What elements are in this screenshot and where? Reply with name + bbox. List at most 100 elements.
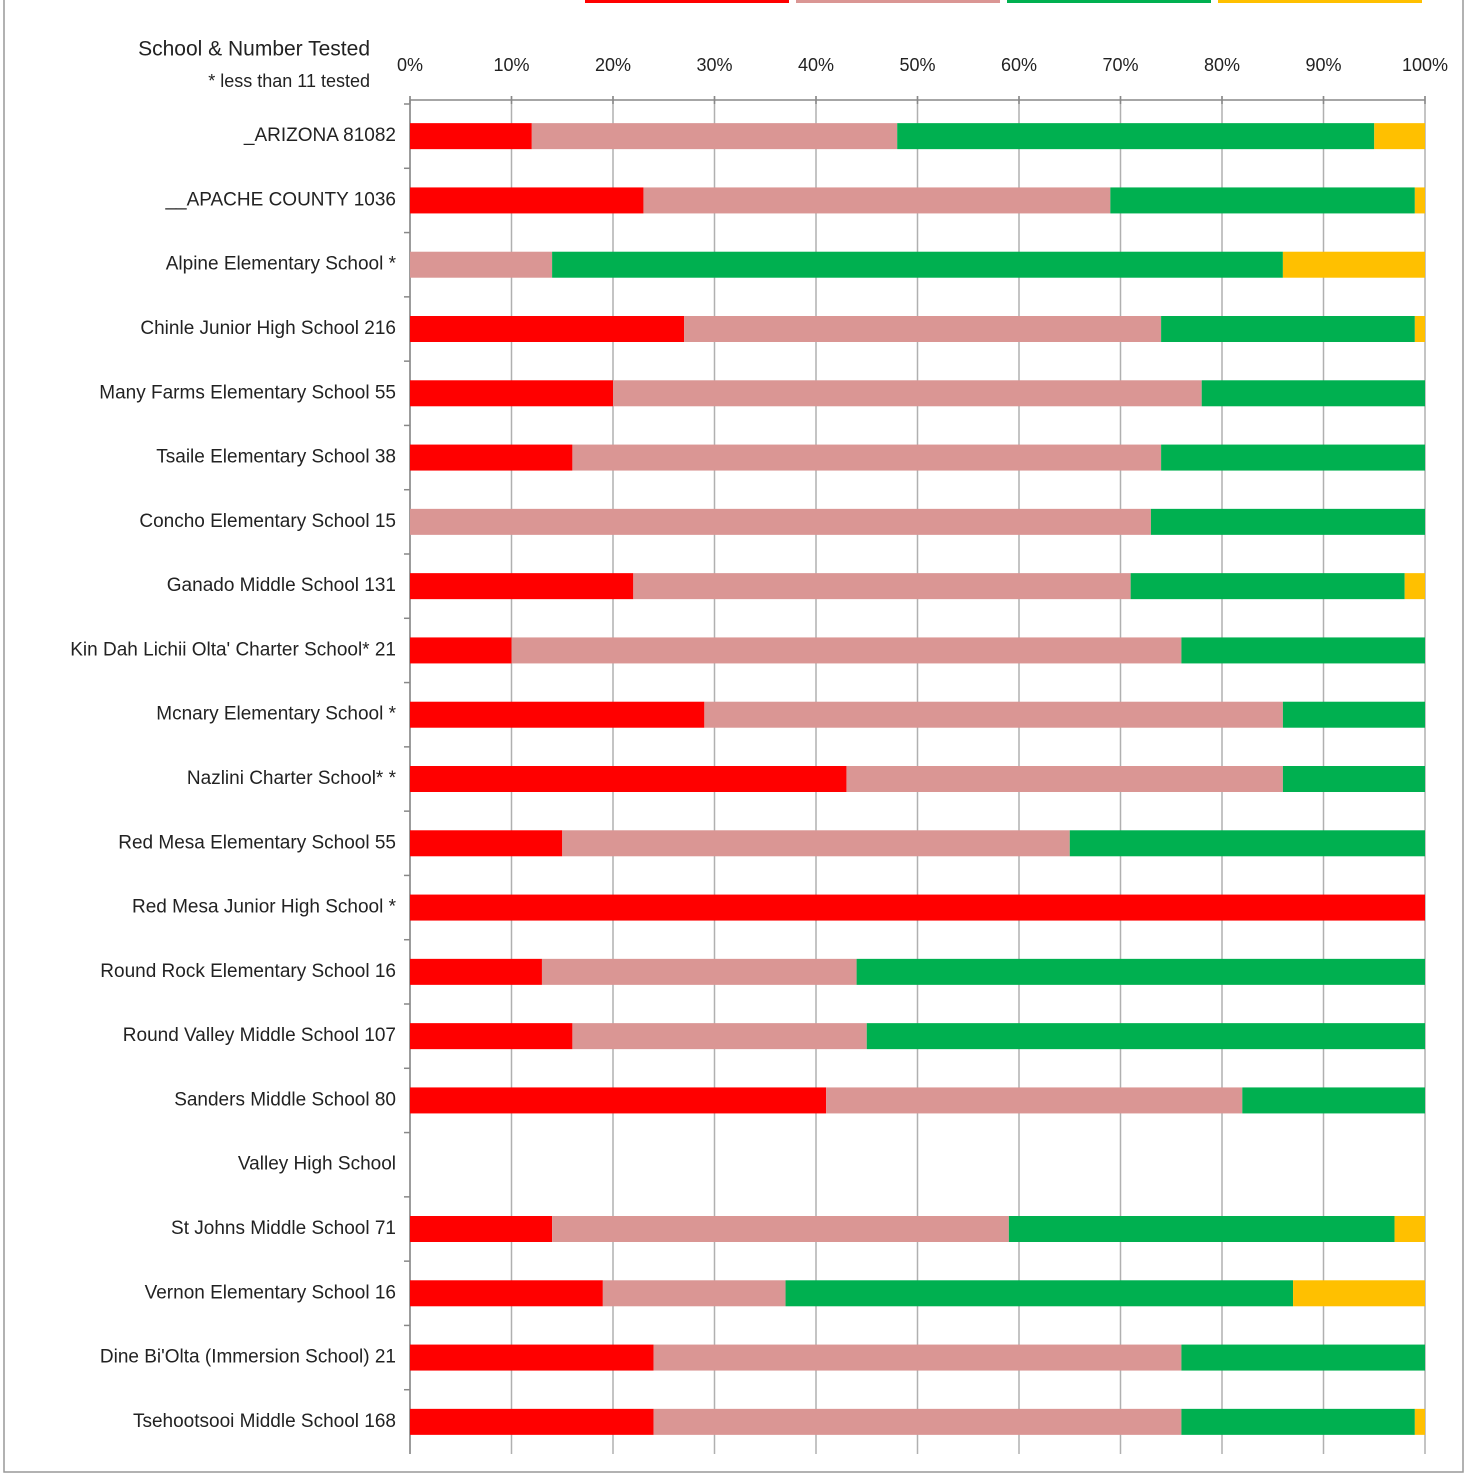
bar-segment — [410, 1087, 827, 1114]
bar-segment — [1161, 444, 1425, 471]
legend-swatch — [1007, 0, 1211, 3]
bar-segment — [1181, 637, 1425, 664]
bar-segment — [410, 123, 532, 150]
bar-segment — [643, 187, 1111, 214]
bar-segment — [410, 380, 613, 407]
bar-segment — [1201, 380, 1425, 407]
bar-segment — [410, 444, 573, 471]
x-tick-label: 70% — [1102, 55, 1138, 75]
x-tick-label: 80% — [1204, 55, 1240, 75]
y-tick-label: Alpine Elementary School * — [166, 254, 397, 275]
bar-segment — [897, 123, 1375, 150]
bar-segment — [866, 1023, 1425, 1050]
bar-segment — [410, 894, 1425, 921]
bar-segment — [785, 1280, 1294, 1307]
y-tick-label: Tsehootsooi Middle School 168 — [133, 1411, 396, 1432]
x-tick-label: 90% — [1305, 55, 1341, 75]
bar-segment — [1008, 1216, 1395, 1242]
y-tick-label: Tsaile Elementary School 38 — [156, 447, 396, 468]
bar-segment — [410, 187, 644, 214]
bar-segment — [1150, 508, 1425, 535]
x-tick-label: 100% — [1402, 55, 1448, 75]
y-tick-label: Sanders Middle School 80 — [174, 1089, 396, 1110]
bar-segment — [410, 637, 512, 664]
y-tick-label: _ARIZONA 81082 — [243, 125, 396, 146]
bar-segment — [410, 573, 634, 600]
bar-segment — [1394, 1216, 1425, 1242]
bar-segment — [1404, 573, 1425, 600]
bar-segment — [410, 1280, 603, 1307]
bar-segment — [1181, 1344, 1425, 1371]
bar-segment — [1242, 1087, 1425, 1114]
bar-segment — [1293, 1280, 1425, 1307]
bar-segment — [410, 316, 685, 342]
x-tick-label: 10% — [493, 55, 529, 75]
y-tick-label: Nazlini Charter School* * — [187, 768, 397, 789]
bar-segment — [1282, 766, 1425, 792]
bar-segment — [410, 251, 553, 278]
bar-segment — [541, 958, 857, 985]
bar-segment — [1414, 316, 1425, 342]
x-tick-label: 0% — [397, 55, 423, 75]
bar-segment — [633, 573, 1131, 600]
bar-segment — [653, 1344, 1182, 1371]
x-tick-label: 50% — [899, 55, 935, 75]
bar-segment — [572, 444, 1162, 471]
bar-segment — [562, 830, 1070, 857]
x-tick-label: 20% — [595, 55, 631, 75]
x-tick-label: 40% — [798, 55, 834, 75]
bar-segment — [410, 508, 1151, 535]
y-tick-label: Round Rock Elementary School 16 — [100, 961, 396, 982]
bar-segment — [511, 637, 1182, 664]
bar-segment — [410, 1344, 654, 1371]
legend-swatch — [1218, 0, 1422, 3]
y-tick-label: Many Farms Elementary School 55 — [99, 382, 396, 403]
bar-segment — [1282, 251, 1425, 278]
bar-segment — [552, 1216, 1009, 1242]
bar-segment — [410, 766, 847, 792]
bar-segment — [1414, 187, 1425, 214]
bar-segment — [410, 958, 542, 985]
bar-segment — [1181, 1408, 1415, 1435]
bar-segment — [1110, 187, 1415, 214]
y-tick-label: Round Valley Middle School 107 — [123, 1025, 396, 1046]
bar-segment — [410, 830, 563, 857]
chart-title: School & Number Tested — [138, 38, 370, 61]
y-tick-label: Valley High School — [238, 1154, 396, 1175]
y-tick-label: Mcnary Elementary School * — [156, 704, 396, 725]
bar-segment — [704, 701, 1283, 728]
bar-segment — [1414, 1408, 1425, 1435]
y-tick-label: Concho Elementary School 15 — [139, 511, 396, 532]
y-tick-label: Red Mesa Elementary School 55 — [118, 832, 396, 853]
bar-segment — [1130, 573, 1405, 600]
y-tick-label: Ganado Middle School 131 — [167, 575, 396, 596]
bar-segment — [613, 380, 1202, 407]
chart-subtitle: * less than 11 tested — [208, 71, 370, 91]
bar-segment — [1282, 701, 1425, 728]
bar-segment — [653, 1408, 1182, 1435]
y-tick-label: __APACHE COUNTY 1036 — [164, 189, 396, 210]
bar-segment — [1069, 830, 1425, 857]
y-tick-label: Dine Bi'Olta (Immersion School) 21 — [100, 1347, 396, 1368]
bar-segment — [1374, 123, 1425, 150]
x-tick-label: 30% — [696, 55, 732, 75]
bar-segment — [410, 1408, 654, 1435]
bar-segment — [846, 766, 1283, 792]
y-tick-label: Chinle Junior High School 216 — [140, 318, 396, 339]
bar-segment — [856, 958, 1425, 985]
legend-swatch — [585, 0, 789, 3]
bar-segment — [572, 1023, 867, 1050]
x-tick-label: 60% — [1001, 55, 1037, 75]
y-tick-label: Vernon Elementary School 16 — [145, 1282, 396, 1303]
y-tick-label: St Johns Middle School 71 — [171, 1218, 396, 1239]
bar-segment — [531, 123, 898, 150]
bar-segment — [410, 701, 705, 728]
y-tick-label: Kin Dah Lichii Olta' Charter School* 21 — [70, 639, 396, 660]
bar-segment — [826, 1087, 1243, 1114]
bar-segment — [410, 1216, 553, 1242]
bar-segment — [684, 316, 1162, 342]
y-tick-label: Red Mesa Junior High School * — [132, 897, 397, 918]
bar-segment — [602, 1280, 786, 1307]
